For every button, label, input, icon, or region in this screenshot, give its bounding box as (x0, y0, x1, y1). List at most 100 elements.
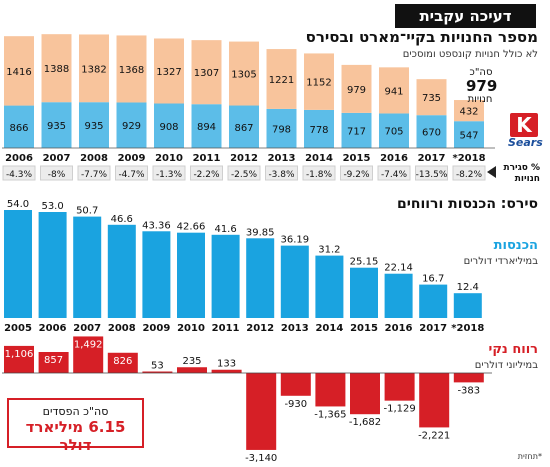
closing-pct-cell (302, 165, 336, 181)
revenue-value-label: 22.14 (384, 263, 413, 274)
sears-store-label: 778 (309, 125, 328, 136)
store-year-label: 2006 (5, 153, 33, 164)
forecast-footnote: *תחזית (517, 452, 542, 461)
sears-logo-icon: Sears (508, 136, 543, 149)
sears-store-bar (229, 105, 259, 148)
loss-bar (315, 373, 346, 407)
profit-bar (142, 371, 173, 373)
revenue-bar (4, 210, 32, 318)
sears-store-label: 935 (84, 121, 103, 132)
revenue-year-label: 2008 (108, 323, 136, 334)
revenue-bar (38, 212, 67, 318)
revenue-section-title: סירס: הכנסות ורווחים (396, 196, 538, 212)
revenue-bar (280, 245, 309, 318)
kmart-store-bar (229, 41, 259, 106)
closing-pct-value: -1.8% (306, 170, 333, 180)
sears-store-bar (191, 104, 222, 148)
kmart-logo-icon: K (510, 113, 538, 137)
loss-value-label: -3,140 (245, 453, 277, 464)
kmart-store-label: 1382 (81, 64, 106, 75)
closing-pct-value: -2.5% (231, 170, 258, 180)
kmart-store-label: 1221 (269, 75, 294, 86)
kmart-store-bar (379, 67, 409, 114)
revenue-bar (453, 293, 482, 318)
revenue-bar (107, 224, 136, 318)
closing-pct-value: -7.7% (81, 170, 108, 180)
revenue-value-label: 36.19 (280, 235, 309, 246)
revenue-label: הכנסות (493, 238, 538, 253)
revenue-value-label: 41.6 (214, 224, 236, 235)
sears-store-label: 717 (347, 126, 366, 137)
sears-store-bar (154, 103, 184, 148)
store-year-label: *2018 (452, 153, 485, 164)
sears-store-bar (4, 105, 34, 148)
loss-value-label: -383 (457, 385, 480, 396)
store-year-label: 2011 (193, 153, 221, 164)
closing-pct-cell (2, 165, 36, 181)
store-year-label: 2016 (380, 153, 408, 164)
total-label: סה"כ (469, 67, 493, 78)
sears-store-bar (79, 102, 109, 148)
kmart-store-label: 1368 (119, 65, 144, 76)
revenue-year-label: 2015 (350, 323, 378, 334)
sears-store-bar (341, 112, 372, 148)
store-year-label: 2008 (80, 153, 108, 164)
kmart-store-bar (154, 38, 184, 104)
loss-bar (419, 373, 450, 428)
loss-value-label: -1,129 (383, 404, 415, 415)
revenue-value-label: 31.2 (318, 245, 340, 256)
revenue-year-label: 2011 (212, 323, 240, 334)
closing-pct-cell (340, 165, 373, 181)
sears-store-label: 547 (459, 131, 478, 142)
closing-pct-cell (190, 165, 223, 181)
sears-store-bar (266, 108, 297, 148)
profit-value-label: 133 (217, 359, 236, 370)
store-year-label: 2014 (305, 153, 333, 164)
store-year-label: 2009 (118, 153, 146, 164)
sears-store-bar (116, 102, 147, 148)
closing-pct-cell (77, 165, 111, 181)
revenue-bar (350, 267, 378, 318)
closing-pct-cell (452, 165, 486, 181)
closing-pct-cell (415, 165, 448, 181)
revenue-bar (211, 234, 240, 318)
revenue-bar (246, 238, 275, 318)
profit-value-label: 857 (44, 355, 63, 366)
closing-pct-value: -3.8% (268, 170, 295, 180)
revenue-year-label: 2016 (385, 323, 413, 334)
sears-store-label: 929 (122, 121, 141, 132)
profit-bar (177, 367, 207, 373)
revenue-value-label: 16.7 (422, 274, 444, 285)
revenue-bar (177, 232, 205, 318)
total-unit: חנויות (467, 94, 493, 105)
closing-pct-cell (227, 165, 261, 181)
kmart-store-bar (454, 100, 484, 122)
closing-pct-value: -4.7% (118, 170, 145, 180)
loss-bar (350, 373, 380, 415)
revenue-year-label: 2014 (315, 323, 343, 334)
sears-store-label: 935 (47, 121, 66, 132)
revenue-value-label: 53.0 (41, 201, 63, 212)
kmart-store-label: 1388 (44, 64, 69, 75)
loss-value-label: -1,682 (349, 417, 381, 428)
revenue-year-label: 2017 (419, 323, 447, 334)
loss-value-label: -2,221 (418, 430, 450, 441)
total-losses-value: 6.15 מיליארד דולר (25, 418, 126, 454)
revenue-year-label: 2009 (142, 323, 170, 334)
stores-chart-subtitle: לא כולל חנויות קונספט ומוסכים (402, 49, 538, 60)
store-year-label: 2013 (268, 153, 296, 164)
sears-store-bar (379, 113, 409, 148)
kmart-store-label: 979 (347, 85, 366, 96)
revenue-year-label: 2013 (281, 323, 309, 334)
revenue-value-label: 43.36 (142, 220, 171, 231)
kmart-store-bar (304, 53, 334, 110)
profit-unit: במיליוני דולרים (474, 360, 538, 371)
profit-value-label: 1,492 (74, 339, 103, 350)
kmart-store-bar (4, 36, 34, 106)
revenue-year-label: *2018 (451, 323, 484, 334)
loss-bar (280, 373, 311, 396)
kmart-store-label: 735 (422, 93, 441, 104)
closing-pct-value: -8% (48, 170, 66, 180)
kmart-store-bar (341, 64, 372, 113)
